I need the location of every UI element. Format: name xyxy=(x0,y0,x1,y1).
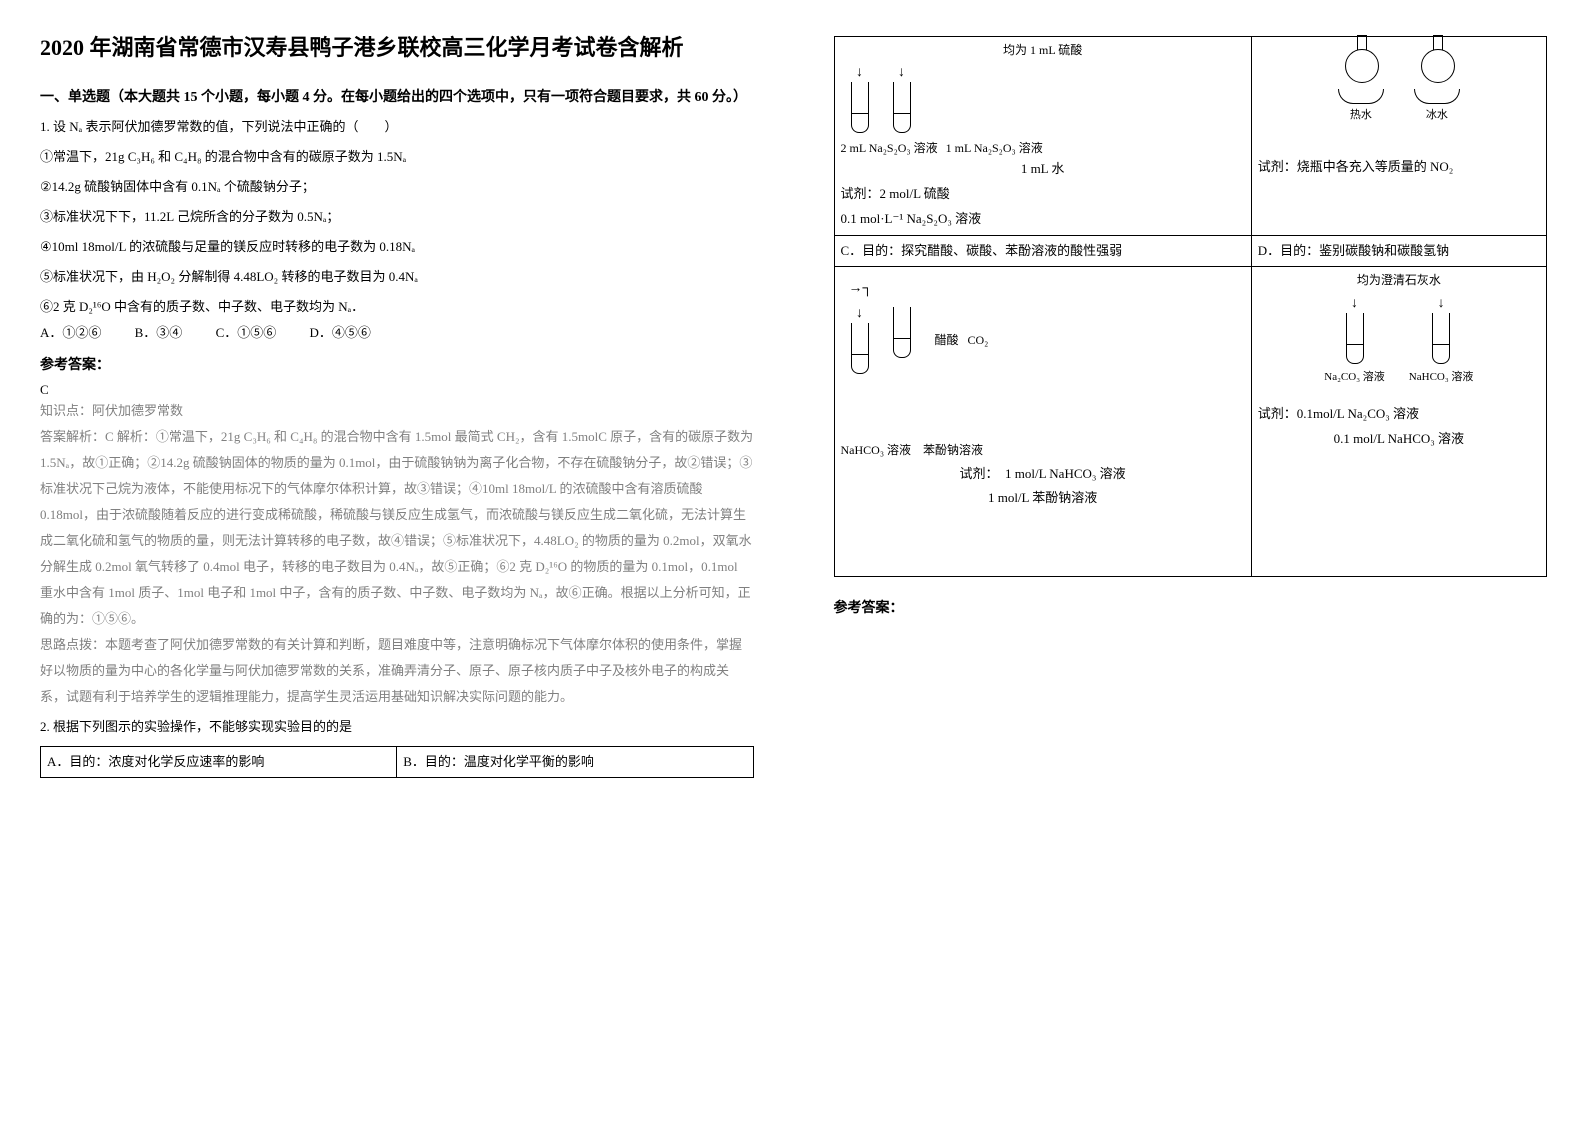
cell-c-label-acetic: 醋酸 xyxy=(935,333,959,347)
cell-a-header: A．目的：浓度对化学反应速率的影响 xyxy=(41,747,397,778)
test-tube-icon xyxy=(893,307,911,358)
drop-arrow-icon: ↓ xyxy=(856,66,863,80)
q2-answer-label: 参考答案： xyxy=(834,597,1548,617)
cell-c-header: C．目的：探究醋酸、碳酸、苯酚溶液的酸性强弱 xyxy=(834,236,1251,267)
cell-c-reagent-2: 1 mol/L 苯酚钠溶液 xyxy=(841,486,1245,511)
left-column: 2020 年湖南省常德市汉寿县鸭子港乡联校高三化学月考试卷含解析 一、单选题（本… xyxy=(0,0,794,1122)
water-bowl-icon xyxy=(1414,89,1460,104)
drop-arrow-icon: ↓ xyxy=(856,307,863,321)
q1-explanation-2: 思路点拨：本题考查了阿伏加德罗常数的有关计算和判断，题目难度中等，注意明确标况下… xyxy=(40,632,754,710)
cell-a-label-1: 2 mL Na₂S₂O₃ 溶液 xyxy=(841,139,938,157)
cell-b-diagram: 热水 冰水 试剂：烧瓶中各充入等质量的 NO₂ xyxy=(1251,37,1546,236)
q1-line-2: ②14.2g 硫酸钠固体中含有 0.1Nₐ 个硫酸钠分子； xyxy=(40,174,754,200)
q1-stem: 1. 设 Nₐ 表示阿伏加德罗常数的值，下列说法中正确的（ ） xyxy=(40,114,754,140)
q1-line-3: ③标准状况下下，11.2L 己烷所含的分子数为 0.5Nₐ； xyxy=(40,204,754,230)
right-column: 均为 1 mL 硫酸 ↓ ↓ 2 mL Na₂S₂O₃ 溶液 1 mL Na₂S… xyxy=(794,0,1587,1122)
tube-unit-2: ↓ xyxy=(893,66,911,133)
q1-explanation-1: 答案解析：C 解析：①常温下，21g C₃H₆ 和 C₄H₈ 的混合物中含有 1… xyxy=(40,424,754,632)
cell-d-label-na2co3: Na₂CO₃ 溶液 xyxy=(1324,368,1385,387)
cell-c-label-co2: CO₂ xyxy=(968,333,989,347)
test-tube-icon xyxy=(851,323,869,374)
q1-options: A．①②⑥ B．③④ C．①⑤⑥ D．④⑤⑥ xyxy=(40,320,754,346)
test-tube-icon xyxy=(1432,313,1450,364)
q1-option-a: A．①②⑥ xyxy=(40,325,101,340)
cell-d-tubes: ↓ Na₂CO₃ 溶液 ↓ NaHCO₃ 溶液 xyxy=(1258,297,1540,387)
hot-water-label: 热水 xyxy=(1350,106,1372,125)
q1-line-5: ⑤标准状况下，由 H₂O₂ 分解制得 4.48LO₂ 转移的电子数目为 0.4N… xyxy=(40,264,754,290)
cell-a-reagent-2: 0.1 mol·L⁻¹ Na₂S₂O₃ 溶液 xyxy=(841,207,1245,232)
test-tube-icon xyxy=(851,82,869,133)
cell-d-reagent-1: 试剂：0.1mol/L Na₂CO₃ 溶液 xyxy=(1258,402,1540,427)
cold-water-label: 冰水 xyxy=(1426,106,1448,125)
q1-option-c: C．①⑤⑥ xyxy=(216,325,277,340)
test-tube-icon xyxy=(1346,313,1364,364)
cell-d-diagram: 均为澄清石灰水 ↓ Na₂CO₃ 溶液 ↓ NaHCO₃ 溶液 试剂：0.1mo… xyxy=(1251,267,1546,576)
cell-a-tubes: ↓ ↓ xyxy=(851,66,1245,133)
q1-line-4: ④10ml 18mol/L 的浓硫酸与足量的镁反应时转移的电子数为 0.18Nₐ xyxy=(40,234,754,260)
q1-option-b: B．③④ xyxy=(135,325,183,340)
drop-arrow-icon: ↓ xyxy=(1438,297,1445,311)
exam-title: 2020 年湖南省常德市汉寿县鸭子港乡联校高三化学月考试卷含解析 xyxy=(40,30,754,65)
tube-unit-d1: ↓ Na₂CO₃ 溶液 xyxy=(1324,297,1385,387)
cell-a-reagent-1: 试剂：2 mol/L 硫酸 xyxy=(841,182,1245,207)
q2-table-body: 均为 1 mL 硫酸 ↓ ↓ 2 mL Na₂S₂O₃ 溶液 1 mL Na₂S… xyxy=(834,36,1548,577)
tube-unit-c2 xyxy=(893,307,911,374)
cell-c-tubes: ↓ 醋酸 CO₂ xyxy=(851,307,1245,374)
cell-d-label-nahco3: NaHCO₃ 溶液 xyxy=(1409,368,1474,387)
q1-knowledge-point: 知识点：阿伏加德罗常数 xyxy=(40,398,754,424)
cell-c-reagent-1: 试剂： 1 mol/L NaHCO₃ 溶液 xyxy=(841,462,1245,487)
arrow-icon: →┐ xyxy=(849,277,873,301)
test-tube-icon xyxy=(893,82,911,133)
tube-unit-c1: ↓ xyxy=(851,307,869,374)
cell-c-label-nahco3: NaHCO₃ 溶液 xyxy=(841,443,912,457)
q1-answer-label: 参考答案： xyxy=(40,354,754,374)
cell-d-top-caption: 均为澄清石灰水 xyxy=(1258,271,1540,290)
drop-arrow-icon: ↓ xyxy=(1351,297,1358,311)
cell-d-header: D．目的：鉴别碳酸钠和碳酸氢钠 xyxy=(1251,236,1546,267)
q1-line-1: ①常温下，21g C₃H₆ 和 C₄H₈ 的混合物中含有的碳原子数为 1.5Nₐ xyxy=(40,144,754,170)
cell-a-diagram: 均为 1 mL 硫酸 ↓ ↓ 2 mL Na₂S₂O₃ 溶液 1 mL Na₂S… xyxy=(834,37,1251,236)
cell-b-flasks: 热水 冰水 xyxy=(1258,47,1540,125)
water-bowl-icon xyxy=(1338,89,1384,104)
cell-a-label-3: 1 mL 水 xyxy=(841,157,1245,182)
q1-line-6: ⑥2 克 D₂¹⁶O 中含有的质子数、中子数、电子数均为 Nₐ． xyxy=(40,294,754,320)
cell-d-reagent-2: 0.1 mol/L NaHCO₃ 溶液 xyxy=(1258,427,1540,452)
cell-a-top-caption: 均为 1 mL 硫酸 xyxy=(841,41,1245,60)
tube-unit-1: ↓ xyxy=(851,66,869,133)
flask-icon xyxy=(1341,47,1381,87)
flask-cold: 冰水 xyxy=(1414,47,1460,125)
flask-icon xyxy=(1417,47,1457,87)
drop-arrow-icon: ↓ xyxy=(898,66,905,80)
tube-unit-d2: ↓ NaHCO₃ 溶液 xyxy=(1409,297,1474,387)
q1-option-d: D．④⑤⑥ xyxy=(309,325,370,340)
section-1-header: 一、单选题（本大题共 15 个小题，每小题 4 分。在每小题给出的四个选项中，只… xyxy=(40,85,754,110)
q2-stem: 2. 根据下列图示的实验操作，不能够实现实验目的的是 xyxy=(40,714,754,740)
cell-b-reagent: 试剂：烧瓶中各充入等质量的 NO₂ xyxy=(1258,155,1540,180)
cell-c-diagram: →┐ ↓ 醋酸 CO₂ xyxy=(834,267,1251,576)
cell-c-label-phenol: 苯酚钠溶液 xyxy=(923,443,983,457)
q1-answer-letter: C xyxy=(40,382,754,398)
q2-table-header-row: A．目的：浓度对化学反应速率的影响 B．目的：温度对化学平衡的影响 xyxy=(40,746,754,778)
cell-b-header: B．目的：温度对化学平衡的影响 xyxy=(397,747,753,778)
cell-a-label-2: 1 mL Na₂S₂O₃ 溶液 xyxy=(946,139,1043,157)
flask-hot: 热水 xyxy=(1338,47,1384,125)
